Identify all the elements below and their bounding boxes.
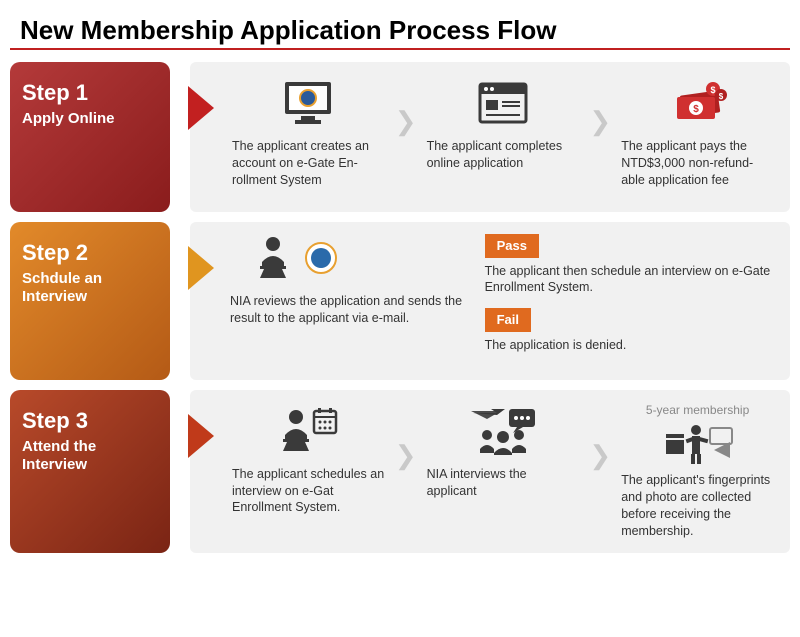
- substep-nia-review: NIA reviews the application and sends th…: [230, 234, 477, 327]
- form-icon: [474, 74, 532, 132]
- step-1-num: Step 1: [22, 80, 158, 106]
- substep-text: The applicant pays the NTD$3,000 non-ref…: [619, 138, 776, 189]
- pass-text: The applicant then schedule an interview…: [485, 263, 776, 297]
- step-2-arrow-icon: [188, 246, 214, 290]
- step-2-content: NIA reviews the application and sends th…: [190, 222, 790, 380]
- substep-fingerprint: 5-year membership The applicant's finger…: [619, 402, 776, 540]
- step-3-arrow-icon: [188, 414, 214, 458]
- chevron-right-icon: ❯: [395, 440, 417, 471]
- svg-text:$: $: [693, 104, 699, 115]
- step-1-content: The applicant creates an account on e-Ga…: [190, 62, 790, 212]
- step-3-label: Step 3 Attend the Interview: [10, 390, 170, 554]
- substep-pay-fee: $ $ $ The applicant pays the NTD$3,000 n…: [619, 74, 776, 189]
- step-1-name: Apply Online: [22, 110, 158, 128]
- substep-create-account: The applicant creates an account on e-Ga…: [230, 74, 387, 189]
- substep-text: NIA interviews the applicant: [425, 466, 582, 500]
- fail-badge: Fail: [485, 308, 531, 332]
- substep-schedule: The applicant schedules an interview on …: [230, 402, 387, 517]
- membership-year-label: 5-year membership: [646, 402, 749, 418]
- money-icon: $ $ $: [667, 74, 729, 132]
- svg-text:$: $: [718, 92, 723, 101]
- substep-text: The applicant's fingerprints and photo a…: [619, 472, 776, 540]
- substep-interview: NIA interviews the applicant: [425, 402, 582, 500]
- substep-text: The applicant completes online applicati…: [425, 138, 582, 172]
- step-1-label: Step 1 Apply Online: [10, 62, 170, 212]
- step-3-content: The applicant schedules an interview on …: [190, 390, 790, 554]
- person-calendar-icon: [276, 402, 340, 460]
- page-title: New Membership Application Process Flow: [20, 15, 790, 46]
- seal-icon: [304, 241, 338, 280]
- substep-complete-app: The applicant completes online applicati…: [425, 74, 582, 172]
- chevron-right-icon: ❯: [395, 106, 417, 137]
- step-3-row: Step 3 Attend the Interview The applican…: [10, 390, 790, 554]
- fingerprint-icon: [662, 420, 734, 466]
- person-laptop-icon: [250, 234, 296, 287]
- review-text: NIA reviews the application and sends th…: [230, 293, 477, 327]
- step-2-name: Schdule an Interview: [22, 270, 158, 306]
- chevron-right-icon: ❯: [589, 106, 611, 137]
- substep-text: The applicant creates an account on e-Ga…: [230, 138, 387, 189]
- pass-fail-column: Pass The applicant then schedule an inte…: [485, 234, 776, 366]
- step-2-row: Step 2 Schdule an Interview: [10, 222, 790, 380]
- svg-text:$: $: [710, 85, 715, 95]
- substep-text: The applicant schedules an interview on …: [230, 466, 387, 517]
- interview-icon: [467, 402, 539, 460]
- monitor-icon: [279, 74, 337, 132]
- fail-text: The application is denied.: [485, 337, 776, 354]
- step-3-name: Attend the Interview: [22, 438, 158, 474]
- step-2-label: Step 2 Schdule an Interview: [10, 222, 170, 380]
- step-1-arrow-icon: [188, 86, 214, 130]
- step-2-num: Step 2: [22, 240, 158, 266]
- step-1-row: Step 1 Apply Online The applicant create…: [10, 62, 790, 212]
- step-3-num: Step 3: [22, 408, 158, 434]
- chevron-right-icon: ❯: [589, 440, 611, 471]
- title-underline: [10, 48, 790, 50]
- pass-badge: Pass: [485, 234, 539, 258]
